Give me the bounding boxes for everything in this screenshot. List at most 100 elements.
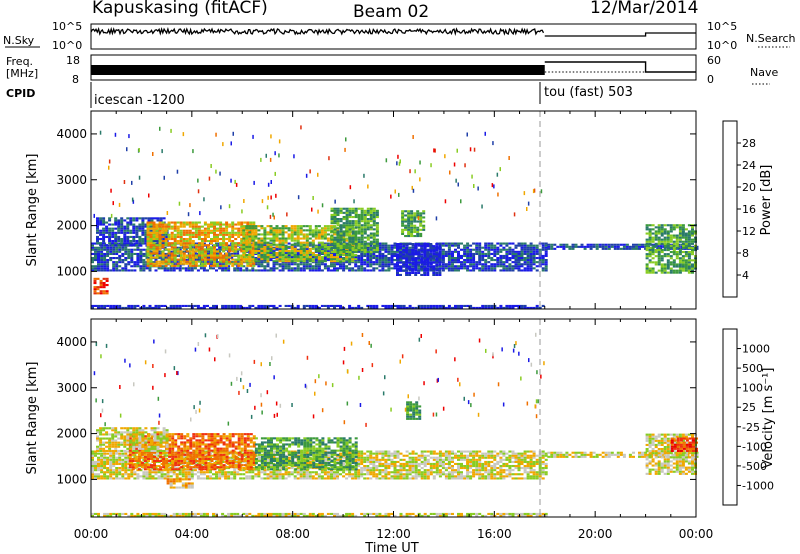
heatmap-cell-1871 (150, 229, 154, 232)
heatmap-cell-329 (178, 248, 182, 251)
heatmap-cell-3470 (550, 247, 554, 250)
heatmap-cell-3682 (660, 255, 664, 258)
heatmap-cell-3943 (175, 306, 179, 309)
heatmap-cell-2350 (219, 238, 223, 241)
heatmap-cell-1955 (149, 242, 153, 245)
heatmap-cell-1599 (526, 250, 530, 253)
heatmap-cell-3125 (339, 242, 343, 245)
heatmap-cell-2625 (257, 237, 261, 240)
heatmap-cell-3917 (124, 306, 128, 309)
heatmap-cell-48 (103, 477, 107, 480)
heatmap-cell-103 (115, 248, 119, 251)
heatmap-cell-2337 (216, 233, 219, 236)
heatmap-cell-4425 (215, 169, 217, 174)
heatmap-cell-850 (326, 250, 330, 253)
heatmap-cell-3769 (675, 265, 679, 268)
heatmap-cell-892 (339, 257, 342, 260)
heatmap-cell-1831 (138, 217, 142, 220)
heatmap-cell-3671 (657, 230, 661, 233)
heatmap-cell-4276 (429, 245, 433, 248)
heatmap-cell-2897 (317, 247, 321, 250)
heatmap-cell-37 (100, 475, 104, 478)
heatmap-cell-3080 (330, 213, 334, 216)
heatmap-cell-2909 (320, 251, 324, 254)
heatmap-cell-680 (281, 269, 285, 272)
heatmap-cell-3903 (100, 306, 104, 309)
heatmap-cell-2724 (278, 227, 282, 230)
heatmap-cell-4242 (423, 263, 427, 266)
heatmap-cell-1927 (146, 258, 150, 261)
heatmap-cell-703 (287, 263, 291, 266)
heatmap-cell-3370 (404, 226, 408, 229)
heatmap-cell-4289 (435, 273, 439, 276)
heatmap-cell-2452 (237, 227, 241, 230)
heatmap-cell-790 (311, 265, 315, 268)
heatmap-cell-2696 (275, 260, 279, 263)
heatmap-cell-986 (366, 265, 370, 268)
heatmap-cell-343 (184, 259, 188, 262)
heatmap-cell-4177 (405, 247, 409, 250)
heatmap-cell-2557 (242, 233, 246, 236)
heatmap-cell-2366 (222, 244, 226, 247)
heatmap-cell-51 (103, 265, 107, 268)
heatmap-cell-1979 (152, 225, 156, 228)
heatmap-cell-4021 (336, 304, 339, 307)
heatmap-cell-4019 (333, 306, 336, 309)
heatmap-cell-2793 (293, 233, 297, 236)
heatmap-cell-3558 (659, 245, 663, 248)
heatmap-cell-3899 (91, 304, 94, 307)
heatmap-cell-2787 (293, 251, 297, 254)
heatmap-cell-3650 (654, 238, 658, 241)
heatmap-cell-3857 (687, 238, 691, 241)
heatmap-cell-2217 (194, 235, 198, 238)
heatmap-cell-2002 (158, 260, 162, 263)
heatmap-cell-950 (357, 269, 361, 272)
heatmap-cell-979 (363, 259, 367, 262)
heatmap-cell-1978 (152, 227, 156, 230)
heatmap-cell-4363 (123, 180, 126, 184)
heatmap-cell-4123 (535, 306, 539, 309)
heatmap-cell-778 (308, 267, 312, 270)
heatmap-cell-132 (124, 473, 128, 476)
heatmap-cell-3192 (351, 251, 355, 254)
heatmap-cell-1422 (478, 242, 482, 245)
heatmap-cell-111 (118, 257, 122, 260)
heatmap-cell-350 (187, 267, 191, 270)
heatmap-cell-2236 (197, 233, 201, 236)
heatmap-cell-3259 (360, 224, 364, 227)
heatmap-cell-3264 (360, 211, 364, 214)
heatmap-cell-3492 (580, 243, 584, 246)
heatmap-cell-3608 (648, 269, 652, 272)
heatmap-cell-3713 (666, 267, 670, 270)
heatmap-cell-3196 (351, 240, 355, 243)
heatmap-cell-112 (118, 469, 122, 472)
heatmap-cell-2072 (170, 246, 174, 249)
heatmap-cell-1562 (517, 252, 521, 255)
heatmap-cell-1333 (454, 242, 457, 245)
heatmap-cell-172 (136, 259, 140, 262)
heatmap-cell-38 (100, 263, 104, 266)
heatmap-cell-2999 (342, 258, 346, 261)
heatmap-cell-2092 (173, 242, 177, 245)
heatmap-cell-199 (142, 248, 146, 251)
heatmap-cell-4039 (381, 304, 385, 307)
heatmap-cell-3375 (404, 210, 408, 213)
heatmap-cell-3709 (663, 230, 667, 233)
heatmap-cell-1675 (96, 231, 99, 234)
heatmap-cell-1903 (159, 219, 163, 222)
heatmap-cell-2617 (254, 225, 258, 228)
heatmap-cell-3763 (672, 234, 676, 237)
heatmap-cell-271 (163, 475, 167, 478)
heatmap-cell-3047 (351, 245, 355, 248)
heatmap-cell-4141 (399, 273, 402, 276)
heatmap-cell-1571 (520, 254, 524, 257)
heatmap-cell-107 (118, 269, 122, 272)
heatmap-cell-2884 (314, 245, 318, 248)
heatmap-cell-2537 (252, 242, 256, 245)
heatmap-cell-1014 (372, 257, 376, 260)
heatmap-cell-3675 (660, 271, 664, 274)
heatmap-cell-4325 (471, 174, 473, 179)
heatmap-cell-2832 (302, 249, 306, 252)
heatmap-cell-2986 (339, 254, 342, 257)
heatmap-cell-3200 (351, 232, 355, 235)
